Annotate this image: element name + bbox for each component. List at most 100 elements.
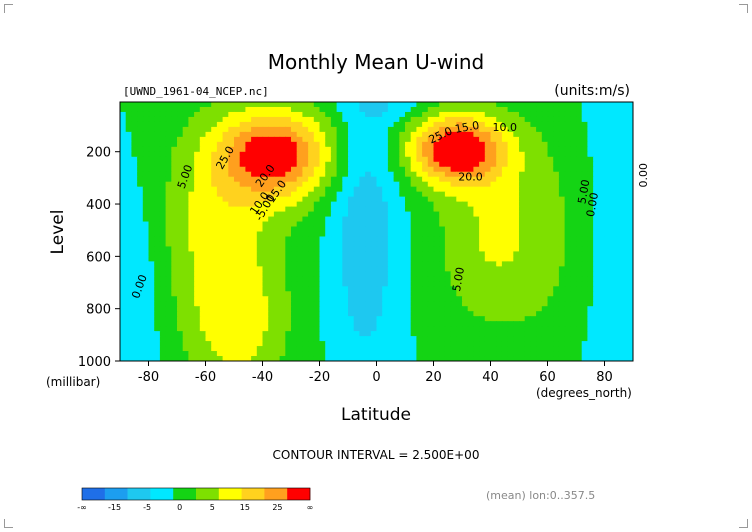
contour-cell [513,301,520,307]
contour-cell [484,171,492,178]
contour-cell [416,276,423,282]
contour-cell [439,186,446,193]
contour-cell [188,151,195,158]
contour-cell [433,196,440,203]
contour-cell [541,111,549,118]
contour-cell [296,181,303,188]
contour-cell [256,131,264,138]
contour-cell [308,291,315,297]
contour-cell [279,256,286,262]
contour-cell [444,356,452,361]
contour-cell [456,241,463,248]
contour-cell [313,256,321,262]
contour-cell [570,131,577,138]
contour-cell [484,291,492,297]
contour-cell [410,271,417,277]
contour-cell [587,216,594,223]
contour-cell [330,166,338,173]
contour-cell [171,296,178,302]
contour-cell [120,326,127,332]
contour-cell [245,121,252,128]
contour-cell [182,321,189,327]
contour-cell [154,226,161,233]
contour-cell [131,261,138,267]
contour-cell [245,326,252,332]
contour-cell [530,276,537,282]
contour-cell [325,356,332,361]
contour-cell [256,316,264,322]
contour-cell [239,186,246,193]
contour-cell [268,246,275,253]
contour-cell [416,151,423,158]
contour-cell [558,271,566,277]
contour-cell [564,286,571,292]
contour-cell [467,256,474,262]
contour-cell [501,331,509,337]
contour-cell [142,321,150,327]
contour-cell [211,206,218,213]
contour-cell [285,131,292,138]
contour-cell [159,111,167,118]
contour-cell [285,106,292,113]
contour-cell [268,216,275,223]
contour-cell [490,186,497,193]
contour-cell [302,131,309,138]
contour-cell [245,251,252,257]
contour-cell [410,251,417,257]
contour-cell [621,341,628,347]
contour-cell [120,341,127,347]
contour-cell [433,181,440,188]
contour-cell [348,266,355,272]
contour-cell [222,286,229,292]
colorbar-swatch [287,488,311,500]
contour-cell [627,251,633,257]
contour-cell [154,191,161,198]
contour-cell [199,191,207,198]
contour-cell [484,111,492,118]
contour-cell [216,241,224,248]
contour-cell [598,286,606,292]
contour-cell [262,136,269,143]
contour-cell [376,176,383,183]
contour-cell [564,141,571,148]
contour-cell [576,281,583,287]
contour-cell [536,211,543,218]
contour-cell [330,306,338,312]
contour-cell [427,121,435,128]
contour-cell [353,236,360,243]
contour-cell [182,316,189,322]
contour-cell [427,256,435,262]
contour-cell [570,311,577,317]
contour-cell [205,191,212,198]
contour-cell [285,311,292,317]
contour-cell [177,191,184,198]
contour-cell [416,161,423,168]
contour-cell [222,246,229,253]
contour-cell [268,131,275,138]
contour-cell [137,146,144,153]
contour-cell [194,276,201,282]
contour-cell [120,316,127,322]
contour-cell [359,106,366,113]
contour-cell [228,351,235,357]
contour-cell [456,321,463,327]
contour-cell [593,171,600,178]
contour-cell [479,106,486,113]
contour-cell [541,326,549,332]
contour-cell [376,196,383,203]
contour-cell [621,211,628,218]
contour-cell [399,186,406,193]
contour-cell [473,291,480,297]
contour-cell [382,341,389,347]
contour-cell [182,351,189,357]
contour-cell [279,111,286,118]
contour-cell [194,111,201,118]
contour-cell [188,286,195,292]
contour-cell [581,231,588,238]
contour-cell [251,296,258,302]
contour-cell [393,356,400,361]
contour-cell [490,196,497,203]
contour-cell [370,131,378,138]
contour-cell [536,151,543,158]
contour-cell [581,191,588,198]
